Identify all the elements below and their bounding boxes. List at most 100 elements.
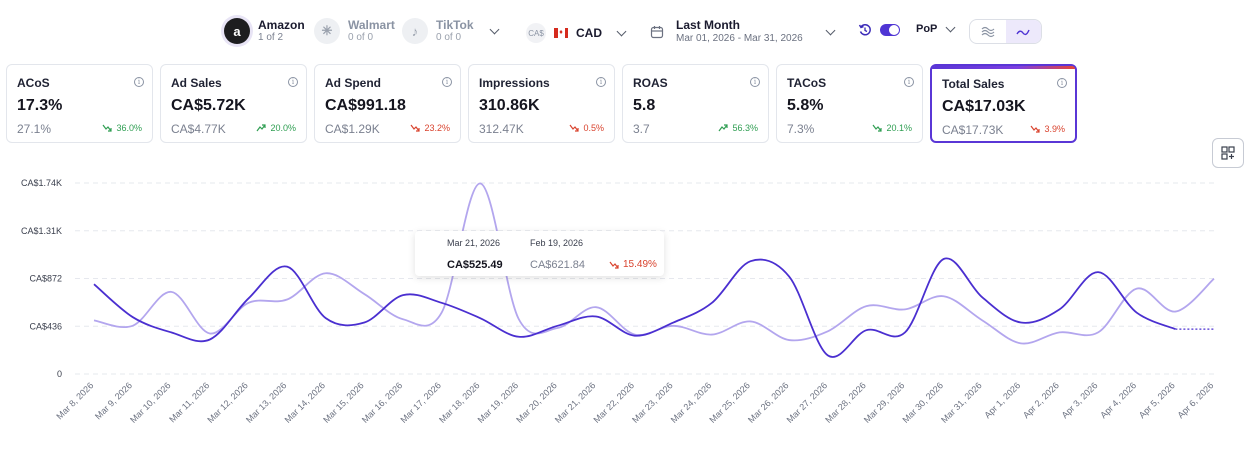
marketplace-dropdown-chevron-icon[interactable] — [489, 24, 500, 35]
area-chart-view-button[interactable] — [970, 20, 1006, 43]
metric-delta: 23.2% — [410, 123, 450, 133]
metric-previous-value: 312.47K — [479, 122, 524, 136]
currency-select[interactable]: CA$ ♦ CAD — [526, 23, 627, 43]
metric-delta-value: 23.2% — [424, 123, 450, 133]
metric-title: TACoS — [787, 76, 827, 90]
marketplace-amazon[interactable]: a Amazon 1 of 2 — [224, 18, 305, 44]
current-period-line-point — [1058, 308, 1061, 311]
metric-card-roas[interactable]: ROAS i 5.8 3.7 56.3% — [622, 64, 769, 143]
previous-period-line-point — [1135, 287, 1138, 290]
metric-delta: 20.0% — [256, 123, 296, 133]
marketplace-tiktok[interactable]: ♪ TikTok 0 of 0 — [402, 18, 474, 44]
metric-card-total-sales[interactable]: Total Sales i CA$17.03K CA$17.73K 3.9% — [930, 64, 1077, 143]
chart-view-toggle — [969, 19, 1042, 44]
metric-card-ad-spend[interactable]: Ad Spend i CA$991.18 CA$1.29K 23.2% — [314, 64, 461, 143]
info-icon[interactable]: i — [904, 77, 914, 87]
current-period-line-point — [904, 331, 907, 334]
metric-card-impressions[interactable]: Impressions i 310.86K 312.47K 0.5% — [468, 64, 615, 143]
metric-title: ACoS — [17, 76, 50, 90]
info-icon[interactable]: i — [596, 77, 606, 87]
info-icon[interactable]: i — [750, 77, 760, 87]
previous-period-line-point — [1213, 277, 1216, 280]
current-period-line-point — [595, 315, 598, 318]
current-period-line-point — [556, 324, 559, 327]
marketplace-walmart[interactable]: ✳ Walmart 0 of 0 — [314, 18, 395, 44]
trend-down-icon — [570, 124, 580, 132]
previous-period-line-point — [517, 318, 520, 321]
previous-period-line-point — [93, 319, 96, 322]
previous-period-line-point — [1058, 331, 1061, 334]
current-period-line-point — [363, 321, 366, 324]
total-sales-line-chart: 0 CA$436 CA$872 CA$1.31K CA$1.74K Mar 8, 2026… — [21, 178, 1216, 425]
previous-period-line-point — [865, 305, 868, 308]
metric-card-tacos[interactable]: TACoS i 5.8% 7.3% 20.1% — [776, 64, 923, 143]
current-period-line-point — [1135, 311, 1138, 314]
previous-period-line-point — [208, 332, 211, 335]
previous-period-line-point — [710, 333, 713, 336]
metric-delta: 56.3% — [718, 123, 758, 133]
history-icon[interactable] — [858, 23, 872, 37]
metric-title: Ad Sales — [171, 76, 222, 90]
metric-title: Total Sales — [942, 77, 1005, 91]
previous-period-line — [93, 182, 1215, 345]
metric-delta: 0.5% — [569, 123, 604, 133]
add-widget-button[interactable] — [1212, 138, 1244, 168]
info-icon[interactable]: i — [442, 77, 452, 87]
trend-up-icon — [718, 124, 729, 132]
previous-period-line-point — [749, 320, 752, 323]
current-period-line-point — [247, 297, 250, 300]
marketplace-name: Amazon — [258, 17, 305, 32]
calendar-icon — [650, 26, 664, 39]
current-period-line-point — [788, 275, 791, 278]
current-period-line-point — [981, 296, 984, 299]
trend-down-icon — [102, 124, 113, 132]
previous-period-line-point — [1174, 310, 1177, 313]
compare-period-select[interactable]: PoP — [916, 22, 956, 35]
y-tick-label: 0 — [57, 369, 62, 379]
chevron-down-icon — [945, 22, 956, 32]
tooltip-current-date: Mar 21, 2026 — [447, 238, 501, 248]
metric-delta-value: 20.1% — [886, 123, 912, 133]
metric-title: Impressions — [479, 76, 550, 90]
previous-period-line-point — [672, 324, 675, 327]
current-period-line-point — [1097, 271, 1100, 274]
chart-tooltip: Mar 21, 2026 Feb 19, 2026 CA$525.49 CA$6… — [415, 231, 664, 276]
date-range-picker[interactable]: Last Month Mar 01, 2026 - Mar 31, 2026 — [650, 18, 836, 45]
metric-card-acos[interactable]: ACoS i 17.3% 27.1% 36.0% — [6, 64, 153, 143]
previous-period-line-point — [170, 290, 173, 293]
comparison-toggle[interactable] — [880, 24, 900, 36]
trend-down-icon — [410, 124, 421, 132]
info-icon[interactable]: i — [134, 77, 144, 87]
y-tick-label: CA$436 — [29, 321, 62, 331]
trend-down-icon — [609, 261, 619, 269]
date-range-title: Last Month — [676, 18, 740, 32]
info-icon[interactable]: i — [1057, 78, 1067, 88]
current-period-line-point — [170, 331, 173, 334]
comparison-toggle-group — [858, 23, 900, 37]
line-chart-icon — [1016, 29, 1030, 35]
metric-card-ad-sales[interactable]: Ad Sales i CA$5.72K CA$4.77K 20.0% — [160, 64, 307, 143]
line-chart-view-button[interactable] — [1005, 20, 1041, 43]
y-tick-label: CA$1.31K — [21, 226, 62, 236]
walmart-logo-icon: ✳ — [314, 18, 340, 44]
current-period-line-point — [208, 338, 211, 341]
metric-delta-value: 20.0% — [270, 123, 296, 133]
metric-value: CA$991.18 — [325, 97, 406, 114]
marketplace-count: 1 of 2 — [258, 31, 284, 43]
current-period-line-point — [826, 354, 829, 357]
compare-period-label: PoP — [916, 23, 938, 35]
info-icon[interactable]: i — [288, 77, 298, 87]
metric-delta: 36.0% — [102, 123, 142, 133]
current-period-line-point — [440, 301, 443, 304]
current-period-line-point — [710, 301, 713, 304]
previous-period-line-point — [247, 301, 250, 304]
selected-accent-bar — [932, 66, 1075, 69]
marketplace-count: 0 of 0 — [348, 31, 374, 43]
tiktok-logo-icon: ♪ — [402, 18, 428, 44]
chevron-down-icon — [825, 25, 836, 35]
metric-delta: 3.9% — [1030, 124, 1065, 134]
previous-period-line-point — [942, 295, 945, 298]
current-period-line-point — [865, 329, 868, 332]
previous-period-line-point — [826, 330, 829, 333]
previous-period-line-point — [286, 298, 289, 301]
